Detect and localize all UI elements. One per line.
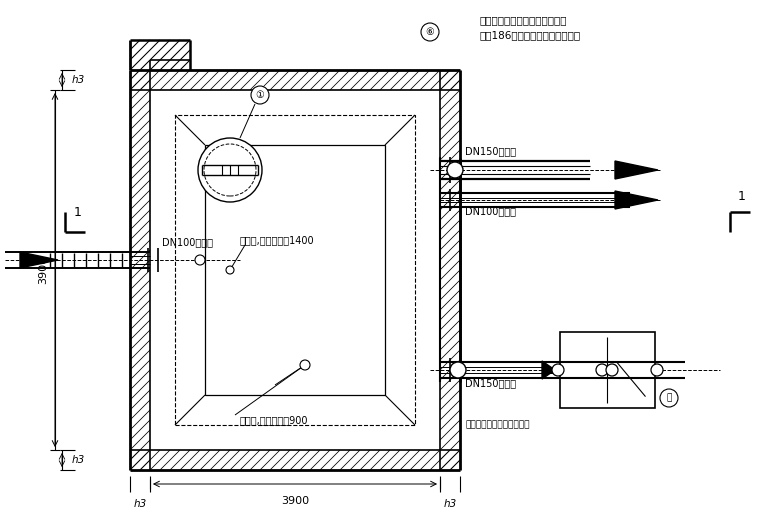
Text: ⑥: ⑥ (426, 27, 435, 37)
Text: 通风管,高出覆土面900: 通风管,高出覆土面900 (240, 415, 309, 425)
Text: 3900: 3900 (38, 256, 48, 284)
Text: h3: h3 (72, 75, 85, 85)
Text: 顶板预留水位传示装置孔，做法: 顶板预留水位传示装置孔，做法 (480, 15, 568, 25)
Text: DN150溢水管: DN150溢水管 (465, 378, 516, 388)
Polygon shape (615, 161, 658, 179)
Text: 3900: 3900 (281, 496, 309, 506)
Text: ①: ① (255, 90, 264, 100)
Text: DN100进水管: DN100进水管 (465, 206, 516, 216)
Circle shape (195, 255, 205, 265)
Polygon shape (542, 361, 555, 379)
Circle shape (596, 364, 608, 376)
Circle shape (226, 266, 234, 274)
Text: h3: h3 (72, 455, 85, 465)
Circle shape (447, 162, 463, 178)
Circle shape (251, 86, 269, 104)
Polygon shape (20, 252, 58, 268)
Circle shape (552, 364, 564, 376)
Bar (205, 145, 385, 395)
Text: 通风管,高出覆土面1400: 通风管,高出覆土面1400 (240, 235, 315, 245)
Circle shape (198, 138, 262, 202)
Text: 1: 1 (738, 190, 746, 203)
Text: DN150出水管: DN150出水管 (465, 146, 516, 156)
Circle shape (421, 23, 439, 41)
Circle shape (450, 362, 466, 378)
Text: 尺寸根据工程具体情况决定: 尺寸根据工程具体情况决定 (465, 420, 530, 430)
Polygon shape (615, 191, 658, 209)
Text: 1: 1 (74, 205, 82, 219)
Text: ⑮: ⑮ (667, 394, 672, 402)
Circle shape (660, 389, 678, 407)
Text: h3: h3 (133, 499, 147, 509)
Text: h3: h3 (443, 499, 457, 509)
Circle shape (606, 364, 618, 376)
Bar (560, 332, 655, 408)
Circle shape (651, 364, 663, 376)
Text: DN100进水管: DN100进水管 (162, 237, 213, 247)
Text: 见第186页，安装要求详见总说明: 见第186页，安装要求详见总说明 (480, 30, 581, 40)
Circle shape (300, 360, 310, 370)
Bar (175, 115, 415, 425)
